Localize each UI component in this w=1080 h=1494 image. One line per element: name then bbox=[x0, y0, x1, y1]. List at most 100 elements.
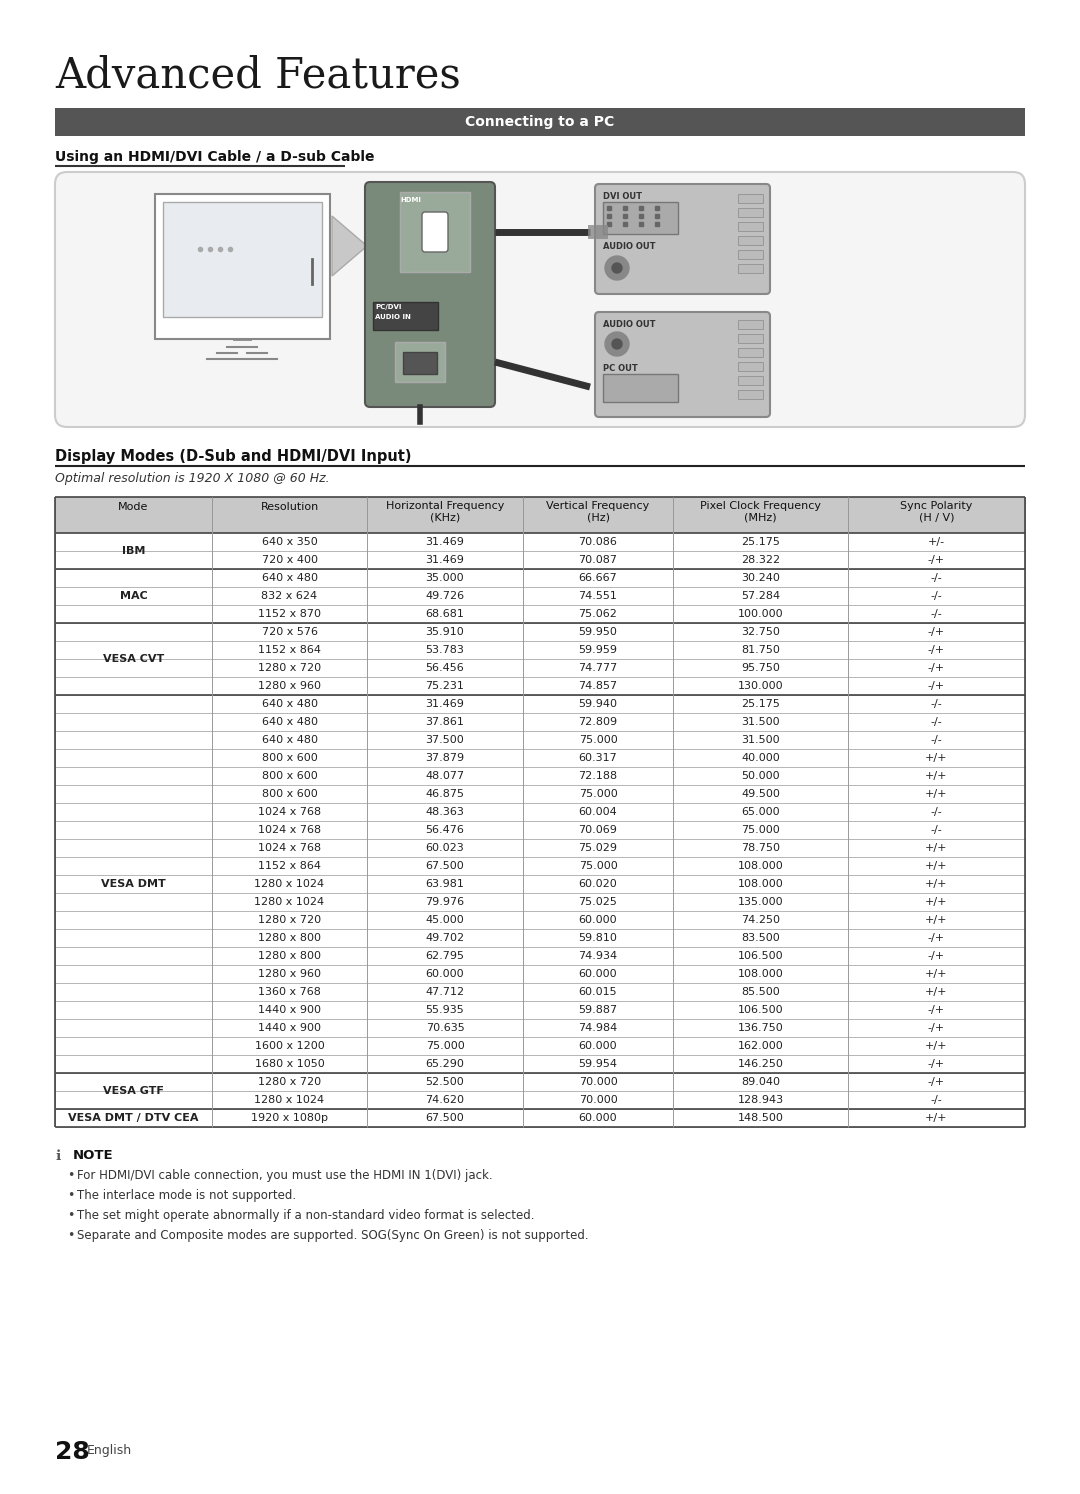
Bar bbox=[55, 1091, 1025, 1109]
Text: Sync Polarity: Sync Polarity bbox=[901, 500, 973, 511]
Text: -/-: -/- bbox=[931, 825, 943, 835]
Text: 62.795: 62.795 bbox=[426, 952, 464, 961]
Text: 106.500: 106.500 bbox=[738, 952, 783, 961]
Bar bbox=[55, 695, 1025, 713]
Bar bbox=[55, 533, 212, 569]
Text: 135.000: 135.000 bbox=[738, 896, 783, 907]
Text: 74.857: 74.857 bbox=[579, 681, 618, 692]
Text: -/+: -/+ bbox=[928, 645, 945, 654]
Text: 53.783: 53.783 bbox=[426, 645, 464, 654]
Text: 60.004: 60.004 bbox=[579, 807, 618, 817]
FancyBboxPatch shape bbox=[595, 184, 770, 294]
Text: 59.810: 59.810 bbox=[579, 932, 618, 943]
Text: 85.500: 85.500 bbox=[741, 988, 780, 996]
Text: ℹ: ℹ bbox=[55, 1149, 60, 1162]
Polygon shape bbox=[332, 217, 367, 276]
Text: (H / V): (H / V) bbox=[919, 512, 955, 523]
Text: -/-: -/- bbox=[931, 735, 943, 746]
Text: 37.879: 37.879 bbox=[426, 753, 464, 763]
Text: PC/DVI: PC/DVI bbox=[375, 303, 402, 309]
Text: 31.500: 31.500 bbox=[741, 735, 780, 746]
Bar bbox=[738, 362, 762, 371]
Text: -/+: -/+ bbox=[928, 932, 945, 943]
Bar bbox=[163, 202, 322, 317]
Text: Display Modes (D-Sub and HDMI/DVI Input): Display Modes (D-Sub and HDMI/DVI Input) bbox=[55, 450, 411, 465]
Text: 640 x 480: 640 x 480 bbox=[261, 717, 318, 728]
Text: IBM: IBM bbox=[122, 545, 145, 556]
Text: 832 x 624: 832 x 624 bbox=[261, 592, 318, 601]
Text: 1152 x 864: 1152 x 864 bbox=[258, 861, 321, 871]
Text: 67.500: 67.500 bbox=[426, 861, 464, 871]
Bar bbox=[738, 348, 762, 357]
Text: 1024 x 768: 1024 x 768 bbox=[258, 843, 321, 853]
Text: 60.000: 60.000 bbox=[426, 970, 464, 979]
Text: 70.635: 70.635 bbox=[426, 1023, 464, 1032]
Text: 60.000: 60.000 bbox=[579, 1041, 618, 1050]
Text: 60.015: 60.015 bbox=[579, 988, 618, 996]
Text: 1440 x 900: 1440 x 900 bbox=[258, 1005, 321, 1014]
Bar bbox=[55, 1019, 1025, 1037]
Text: 74.777: 74.777 bbox=[579, 663, 618, 672]
Bar bbox=[55, 1037, 1025, 1055]
Text: 47.712: 47.712 bbox=[426, 988, 464, 996]
Text: Pixel Clock Frequency: Pixel Clock Frequency bbox=[700, 500, 821, 511]
Text: 75.029: 75.029 bbox=[579, 843, 618, 853]
Text: 720 x 576: 720 x 576 bbox=[261, 627, 318, 636]
Text: Horizontal Frequency: Horizontal Frequency bbox=[386, 500, 504, 511]
Text: (MHz): (MHz) bbox=[744, 512, 777, 523]
Text: 49.702: 49.702 bbox=[426, 932, 464, 943]
Text: 640 x 350: 640 x 350 bbox=[261, 536, 318, 547]
Bar bbox=[55, 713, 1025, 731]
Text: 720 x 400: 720 x 400 bbox=[261, 554, 318, 565]
Text: 74.984: 74.984 bbox=[579, 1023, 618, 1032]
Bar bbox=[55, 1055, 1025, 1073]
Text: PC OUT: PC OUT bbox=[603, 365, 638, 374]
Circle shape bbox=[605, 255, 629, 279]
Bar bbox=[55, 784, 1025, 802]
Text: Connecting to a PC: Connecting to a PC bbox=[465, 115, 615, 128]
Text: 37.500: 37.500 bbox=[426, 735, 464, 746]
Text: 106.500: 106.500 bbox=[738, 1005, 783, 1014]
Text: 74.620: 74.620 bbox=[426, 1095, 464, 1106]
Text: The interlace mode is not supported.: The interlace mode is not supported. bbox=[77, 1189, 296, 1203]
FancyBboxPatch shape bbox=[365, 182, 495, 406]
Text: +/+: +/+ bbox=[926, 896, 948, 907]
Text: 75.062: 75.062 bbox=[579, 610, 618, 619]
Text: -/+: -/+ bbox=[928, 1005, 945, 1014]
Text: 136.750: 136.750 bbox=[738, 1023, 783, 1032]
Bar bbox=[55, 875, 1025, 893]
FancyBboxPatch shape bbox=[422, 212, 448, 252]
Bar bbox=[55, 858, 1025, 875]
Text: 1280 x 720: 1280 x 720 bbox=[258, 1077, 321, 1088]
Text: 1280 x 1024: 1280 x 1024 bbox=[255, 878, 325, 889]
Text: 63.981: 63.981 bbox=[426, 878, 464, 889]
Text: 100.000: 100.000 bbox=[738, 610, 783, 619]
Text: 1024 x 768: 1024 x 768 bbox=[258, 807, 321, 817]
Bar bbox=[55, 659, 1025, 677]
Text: English: English bbox=[87, 1445, 132, 1457]
Text: -/-: -/- bbox=[931, 699, 943, 710]
Text: 50.000: 50.000 bbox=[741, 771, 780, 781]
Text: -/-: -/- bbox=[931, 1095, 943, 1106]
Bar bbox=[403, 353, 437, 374]
Bar bbox=[55, 1073, 212, 1109]
Text: 79.976: 79.976 bbox=[426, 896, 464, 907]
Text: 148.500: 148.500 bbox=[738, 1113, 783, 1123]
Bar bbox=[55, 965, 1025, 983]
Text: 60.000: 60.000 bbox=[579, 970, 618, 979]
Text: 56.456: 56.456 bbox=[426, 663, 464, 672]
Text: 45.000: 45.000 bbox=[426, 914, 464, 925]
Bar bbox=[55, 677, 1025, 695]
Text: 72.188: 72.188 bbox=[579, 771, 618, 781]
Text: 75.025: 75.025 bbox=[579, 896, 618, 907]
Text: 89.040: 89.040 bbox=[741, 1077, 780, 1088]
Bar bbox=[55, 1109, 212, 1126]
Bar bbox=[738, 376, 762, 385]
Text: The set might operate abnormally if a non-standard video format is selected.: The set might operate abnormally if a no… bbox=[77, 1209, 535, 1222]
Text: 800 x 600: 800 x 600 bbox=[261, 789, 318, 799]
Text: 25.175: 25.175 bbox=[741, 699, 780, 710]
Bar bbox=[738, 236, 762, 245]
Text: •: • bbox=[67, 1189, 75, 1203]
Text: 48.077: 48.077 bbox=[426, 771, 464, 781]
Text: -/+: -/+ bbox=[928, 663, 945, 672]
